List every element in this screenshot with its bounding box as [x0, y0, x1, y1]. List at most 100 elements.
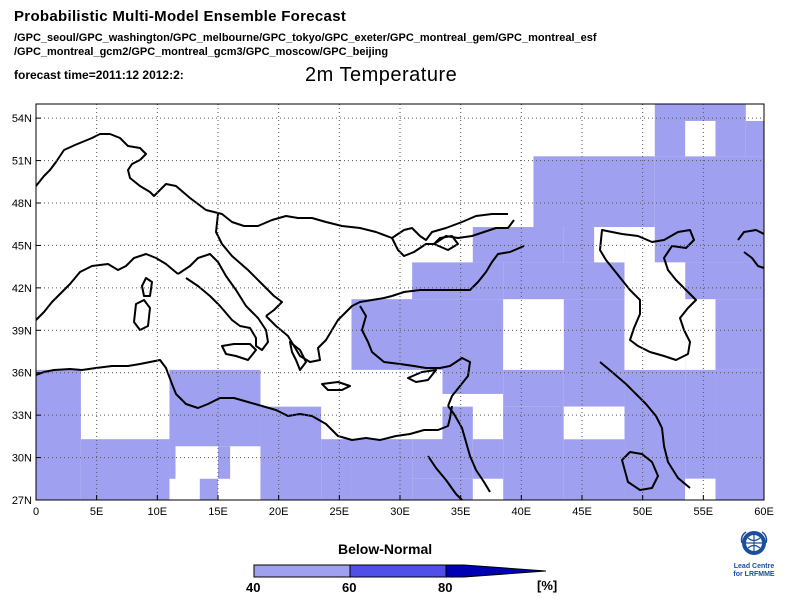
unshaded-cell [685, 120, 716, 157]
probability-cell [745, 120, 764, 157]
probability-cell [685, 262, 764, 300]
color-bar-segment-80-100 [445, 564, 547, 578]
lat-tick-label: 51N [12, 156, 32, 168]
color-bar-segment-40-60 [253, 564, 351, 578]
unshaded-cell [654, 262, 686, 300]
lon-tick-label: 20E [269, 506, 289, 518]
probability-cell [563, 299, 625, 407]
coastline-east [737, 229, 765, 269]
lon-tick-label: 30E [390, 506, 410, 518]
probability-cell [715, 299, 764, 370]
lon-tick-label: 0 [33, 506, 39, 518]
unshaded-cell [652, 333, 686, 370]
probability-cell [36, 369, 81, 500]
models-line-2: /GPC_montreal_gcm2/GPC_montreal_gcm3/GPC… [14, 46, 389, 58]
color-bar-label-80: 80 [438, 580, 453, 595]
coastline-sardinia [133, 299, 151, 331]
wmo-emblem-icon [740, 531, 768, 555]
coastline-caspian [599, 229, 697, 361]
legend-title: Below-Normal [338, 541, 433, 557]
forecast-time: forecast time=2011:12 2012:2: [14, 68, 184, 82]
lon-tick-label: 50E [633, 506, 653, 518]
coastline-iberia [35, 253, 179, 321]
color-bar-label-60: 60 [342, 580, 357, 595]
logo-text-line-1: Lead Centre [733, 563, 775, 570]
probability-cell [169, 369, 261, 447]
lat-tick-label: 30N [12, 453, 32, 465]
probability-cell [685, 369, 716, 479]
coastline-turkey [359, 305, 471, 407]
probability-cell [533, 156, 655, 228]
longitude-labels: 0 5E 10E 15E 20E 25E 30E 35E 40E 45E 50E 55E 60E [33, 506, 774, 518]
probability-cell [351, 299, 443, 370]
probability-cell [218, 446, 231, 479]
probability-cell [199, 478, 218, 500]
probability-cell [503, 262, 625, 300]
lat-tick-label: 45N [12, 240, 32, 252]
coastline-greece [289, 341, 307, 371]
coastline-gulf [599, 361, 691, 489]
lat-tick-label: 33N [12, 410, 32, 422]
lon-tick-label: 10E [148, 506, 168, 518]
probability-cells [36, 104, 764, 500]
lat-tick-label: 27N [12, 495, 32, 507]
coastlines [35, 133, 765, 501]
lon-tick-label: 25E [330, 506, 350, 518]
latitude-labels: 27N 30N 33N 36N 39N 42N 45N 48N 51N 54N [12, 113, 32, 507]
coastline-italy [177, 253, 269, 351]
probability-cell [412, 439, 443, 479]
probability-cell [351, 439, 413, 500]
probability-cell [260, 478, 267, 500]
unshaded-cell [685, 478, 716, 500]
coastline-europe [35, 133, 508, 241]
probability-cell [472, 227, 564, 263]
coastline-corsica [141, 277, 153, 297]
lon-tick-label: 40E [512, 506, 532, 518]
coastline-levant [447, 405, 491, 493]
unshaded-cell [563, 406, 595, 440]
probability-cell [715, 369, 764, 500]
lon-tick-label: 60E [754, 506, 774, 518]
coastline-persian-gulf [621, 451, 659, 491]
coastline-sicily [221, 343, 257, 361]
unshaded-cell [624, 299, 653, 370]
probability-cell [654, 104, 746, 121]
lat-lon-grid [36, 104, 764, 500]
probability-cell [80, 439, 170, 500]
coastline-turkey-north [391, 245, 525, 297]
lat-tick-label: 48N [12, 198, 32, 210]
unshaded-cell [594, 406, 625, 440]
probability-cell [169, 439, 176, 479]
coastline-cyprus [407, 369, 437, 383]
probability-cell [260, 406, 322, 500]
coastline-crimea [433, 235, 459, 251]
lat-tick-label: 36N [12, 368, 32, 380]
lon-tick-label: 55E [694, 506, 714, 518]
lat-tick-label: 54N [12, 113, 32, 125]
coastline-italy-east [215, 213, 283, 317]
probability-cell [503, 406, 564, 500]
lat-tick-label: 39N [12, 325, 32, 337]
lon-tick-label: 5E [90, 506, 103, 518]
models-line-1: /GPC_seoul/GPC_washington/GPC_melbourne/… [14, 32, 597, 44]
coastline-crete [321, 381, 351, 391]
variable-title: 2m Temperature [305, 64, 458, 86]
probability-cell [563, 439, 625, 500]
color-bar-units: [%] [537, 578, 558, 593]
coastline-north-africa [35, 359, 453, 441]
color-bar-segment-60-80 [349, 564, 447, 578]
probability-cell [442, 299, 504, 394]
coastline-red-sea [427, 455, 463, 501]
logo-text-line-2: for LRFMME [733, 571, 775, 578]
lon-tick-label: 35E [451, 506, 471, 518]
probability-cell [563, 227, 595, 263]
probability-cell [654, 156, 764, 263]
axis-ticks [35, 117, 765, 501]
lon-tick-label: 45E [572, 506, 592, 518]
color-bar-label-40: 40 [246, 580, 261, 595]
wmo-logo: Lead Centre for LRFMME [724, 528, 784, 579]
probability-cell [321, 439, 352, 500]
lon-tick-label: 15E [208, 506, 228, 518]
